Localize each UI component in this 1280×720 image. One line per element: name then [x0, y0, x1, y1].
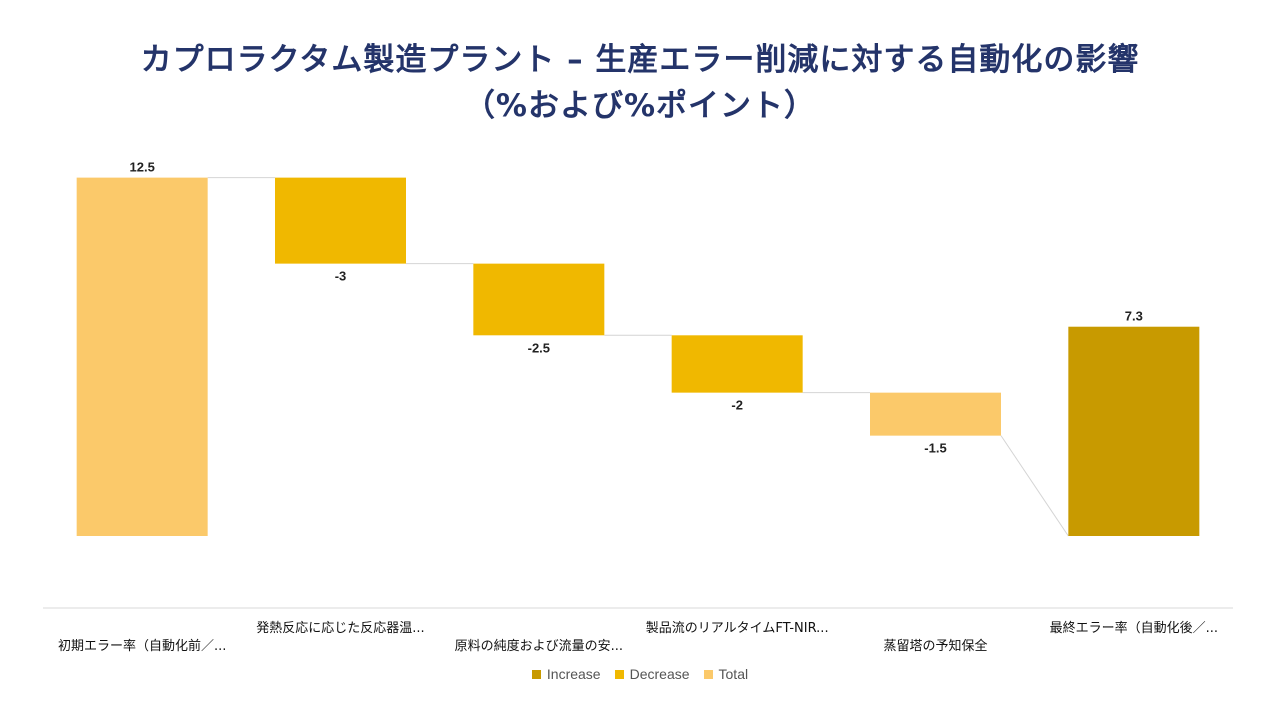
bar-total: [870, 392, 1001, 436]
legend-swatch-total: [703, 669, 713, 679]
bar-decrease: [671, 335, 803, 393]
data-label: -3: [335, 269, 347, 284]
chart-subtitle: （%および%ポイント）: [463, 88, 817, 124]
data-label: -2: [731, 398, 743, 413]
bar-decrease: [275, 177, 406, 264]
category-label: 初期エラー率（自動化前／...: [58, 638, 226, 654]
data-label: -2.5: [528, 340, 550, 355]
legend-label-decrease: Decrease: [629, 666, 690, 682]
legend-item-decrease: Decrease: [614, 666, 690, 682]
data-label: -1.5: [924, 441, 946, 456]
category-label: 製品流のリアルタイムFT-NIR...: [646, 621, 829, 636]
category-label: 最終エラー率（自動化後／...: [1050, 620, 1218, 636]
chart-title: カプロラクタム製造プラント – 生産エラー削減に対する自動化の影響: [140, 42, 1140, 78]
legend-item-increase: Increase: [531, 666, 601, 682]
category-label: 発熱反応に応じた反応器温...: [256, 621, 424, 636]
bar-total: [76, 177, 208, 536]
chart-legend: Increase Decrease Total: [0, 666, 1280, 682]
legend-item-total: Total: [703, 666, 749, 682]
bar-increase: [1068, 326, 1200, 536]
category-label: 原料の純度および流量の安...: [455, 638, 623, 654]
data-label: 12.5: [130, 160, 155, 175]
legend-swatch-increase: [531, 669, 541, 679]
bar-decrease: [473, 263, 605, 336]
legend-swatch-decrease: [614, 669, 624, 679]
legend-label-increase: Increase: [546, 666, 601, 682]
data-label: 7.3: [1125, 309, 1143, 324]
connector-line: [1000, 435, 1069, 537]
legend-label-total: Total: [718, 666, 749, 682]
category-label: 蒸留塔の予知保全: [883, 638, 987, 654]
